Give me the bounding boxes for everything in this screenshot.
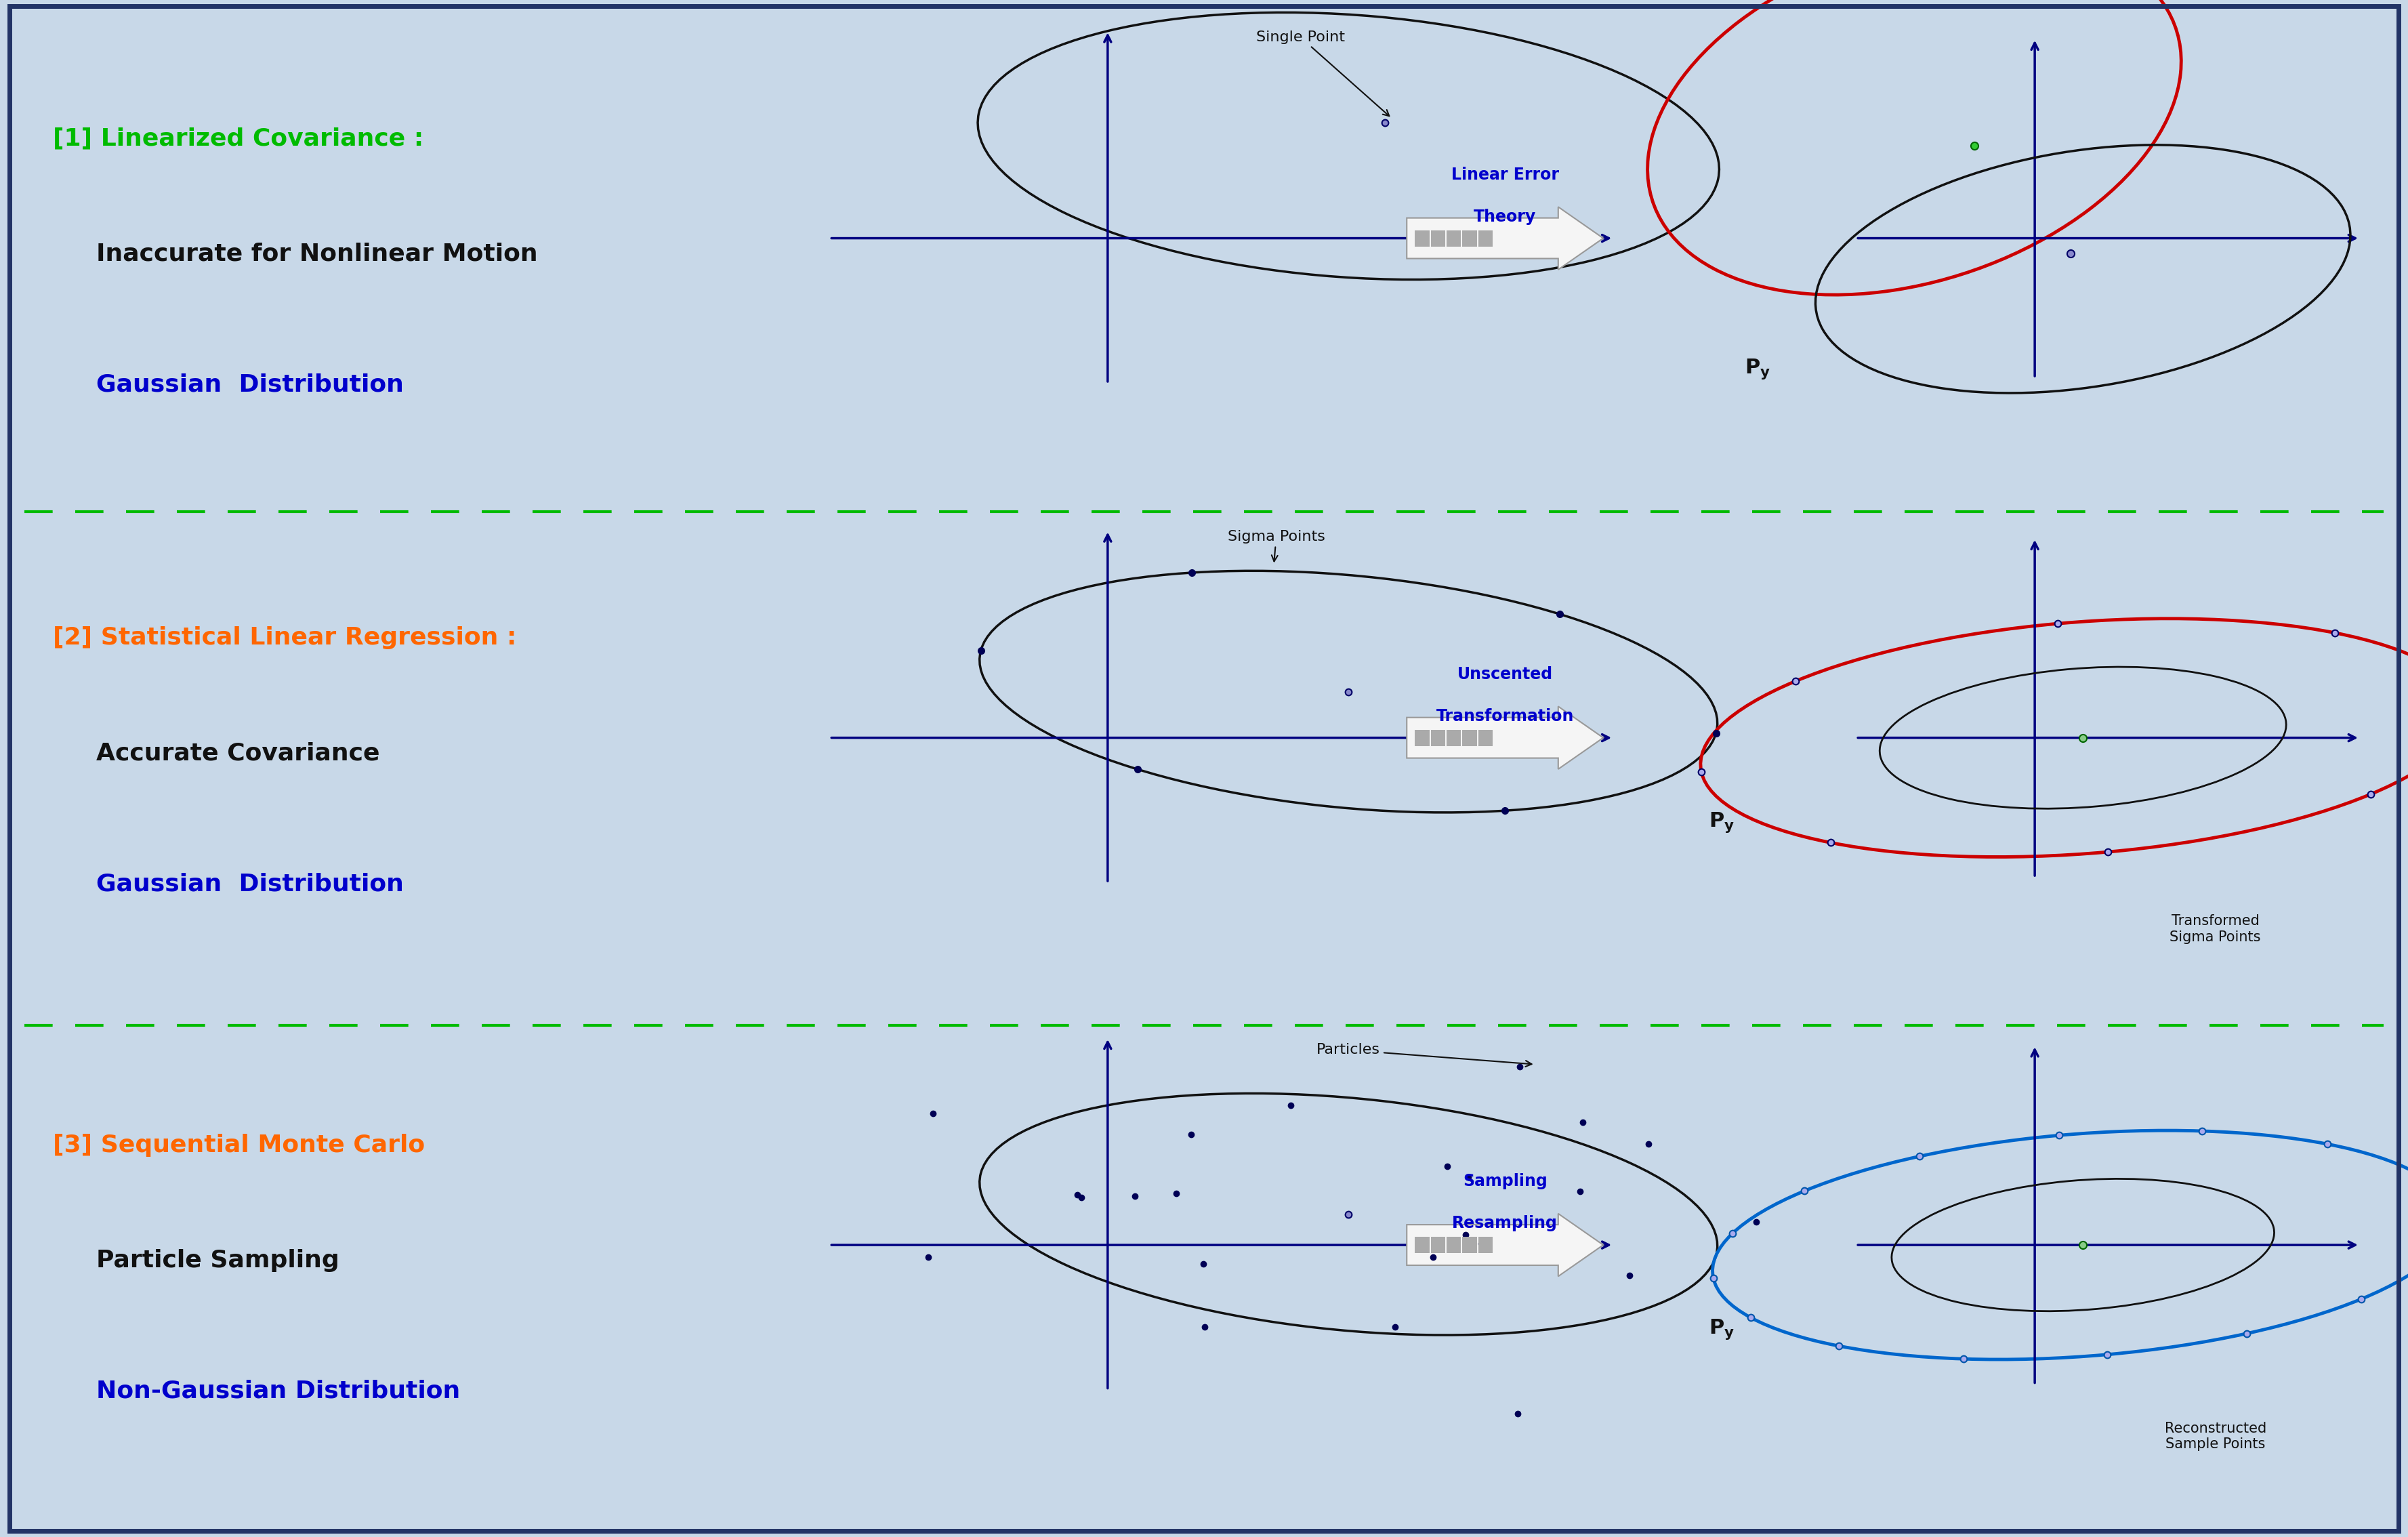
Text: Gaussian  Distribution: Gaussian Distribution <box>96 373 405 395</box>
Text: Transformation: Transformation <box>1435 709 1575 724</box>
Bar <box>1479 730 1493 745</box>
Bar <box>1430 730 1445 745</box>
Text: $\mathbf{P_y}$: $\mathbf{P_y}$ <box>1710 1317 1734 1342</box>
Text: [3] Sequential Monte Carlo: [3] Sequential Monte Carlo <box>53 1134 426 1156</box>
Text: [2] Statistical Linear Regression :: [2] Statistical Linear Regression : <box>53 627 518 649</box>
Text: Sampling: Sampling <box>1462 1173 1548 1190</box>
Text: Unscented: Unscented <box>1457 666 1553 682</box>
Bar <box>1447 231 1462 246</box>
Text: Single Point: Single Point <box>1257 31 1389 117</box>
Bar <box>1447 1237 1462 1253</box>
FancyArrow shape <box>1406 1214 1604 1276</box>
Text: $\mathbf{P_y}$: $\mathbf{P_y}$ <box>1710 810 1734 835</box>
Text: Particle Sampling: Particle Sampling <box>96 1250 340 1271</box>
Bar <box>1462 730 1476 745</box>
Bar <box>1479 1237 1493 1253</box>
Text: Linear Error: Linear Error <box>1452 166 1558 183</box>
Text: Non-Gaussian Distribution: Non-Gaussian Distribution <box>96 1380 460 1402</box>
Text: Sigma Points: Sigma Points <box>1228 530 1324 561</box>
Text: Theory: Theory <box>1474 209 1536 224</box>
Text: Accurate Covariance: Accurate Covariance <box>96 742 380 764</box>
Bar <box>1416 1237 1430 1253</box>
Text: Particles: Particles <box>1317 1044 1531 1067</box>
Bar <box>1462 1237 1476 1253</box>
Bar <box>1447 730 1462 745</box>
Bar <box>1479 231 1493 246</box>
Text: Resampling: Resampling <box>1452 1216 1558 1231</box>
Text: [1] Linearized Covariance :: [1] Linearized Covariance : <box>53 128 424 149</box>
Bar <box>1416 730 1430 745</box>
Text: Reconstructed
Sample Points: Reconstructed Sample Points <box>2165 1422 2266 1451</box>
Bar <box>1430 231 1445 246</box>
Text: Inaccurate for Nonlinear Motion: Inaccurate for Nonlinear Motion <box>96 243 537 264</box>
Bar <box>1462 231 1476 246</box>
Text: $\mathbf{P_y}$: $\mathbf{P_y}$ <box>1746 357 1770 381</box>
Bar <box>1430 1237 1445 1253</box>
Text: Gaussian  Distribution: Gaussian Distribution <box>96 873 405 895</box>
FancyArrow shape <box>1406 207 1604 269</box>
Text: Transformed
Sigma Points: Transformed Sigma Points <box>2170 915 2261 944</box>
FancyArrow shape <box>1406 707 1604 768</box>
Bar <box>1416 231 1430 246</box>
